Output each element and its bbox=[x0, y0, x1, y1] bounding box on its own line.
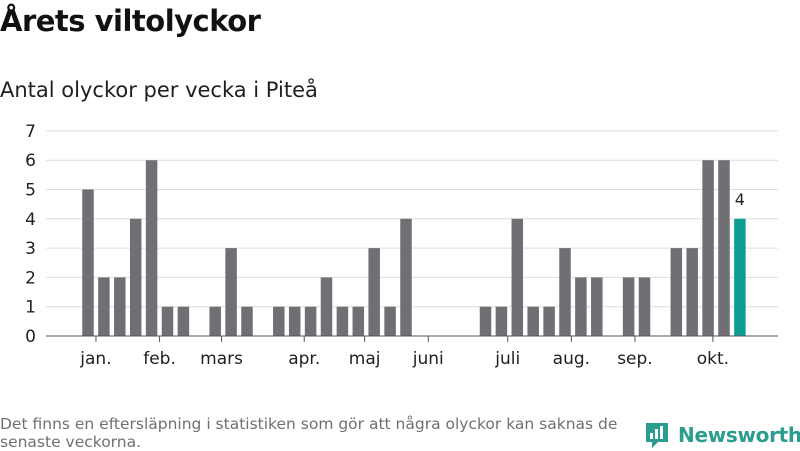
bar-highlight bbox=[734, 218, 746, 336]
bar bbox=[352, 306, 365, 336]
bar bbox=[98, 277, 110, 336]
bar bbox=[543, 306, 555, 336]
bar bbox=[400, 218, 412, 336]
x-tick-label: maj bbox=[349, 349, 381, 369]
bar bbox=[384, 306, 396, 336]
bar bbox=[209, 306, 221, 336]
bar bbox=[114, 277, 126, 336]
y-axis-ticks: 0 1 2 3 4 5 6 7 bbox=[25, 122, 36, 347]
y-tick-label: 0 bbox=[25, 327, 36, 347]
bar bbox=[129, 218, 142, 336]
brand-name: Newsworthy bbox=[678, 423, 800, 447]
bar bbox=[718, 160, 730, 336]
brand-logo[interactable]: Newsworthy bbox=[644, 420, 800, 450]
bar bbox=[82, 189, 94, 336]
x-tick-label: jan. bbox=[79, 349, 111, 369]
x-tick-label: juni bbox=[412, 349, 444, 369]
bar bbox=[225, 248, 237, 336]
bar bbox=[273, 306, 285, 336]
bar bbox=[177, 306, 190, 336]
y-tick-label: 7 bbox=[25, 122, 36, 142]
bar bbox=[511, 218, 524, 336]
y-tick-label: 5 bbox=[25, 181, 36, 201]
bar bbox=[479, 306, 492, 336]
bar bbox=[161, 306, 174, 336]
bar bbox=[241, 306, 253, 336]
y-tick-label: 1 bbox=[25, 298, 36, 318]
data-label-highlight: 4 bbox=[735, 190, 745, 209]
y-tick-label: 4 bbox=[25, 210, 36, 230]
y-tick-label: 2 bbox=[25, 268, 36, 288]
bar bbox=[320, 277, 333, 336]
bar bbox=[527, 306, 539, 336]
bar bbox=[288, 306, 301, 336]
bar bbox=[559, 248, 571, 336]
chart-title: Årets viltolyckor bbox=[0, 4, 261, 38]
x-tick-label: apr. bbox=[288, 349, 320, 369]
x-tick-label: aug. bbox=[553, 349, 590, 369]
bar bbox=[686, 248, 698, 336]
data-labels: 4 bbox=[735, 190, 745, 209]
x-tick-label: feb. bbox=[143, 349, 176, 369]
bar bbox=[336, 306, 349, 336]
bar bbox=[304, 306, 317, 336]
bar bbox=[368, 248, 380, 336]
x-tick-label: mars bbox=[200, 349, 243, 369]
x-tick-label: okt. bbox=[697, 349, 729, 369]
footnote: Det finns en eftersläpning i statistiken… bbox=[0, 415, 618, 451]
bar bbox=[702, 160, 714, 336]
bar bbox=[575, 277, 587, 336]
x-tick-label: sep. bbox=[617, 349, 653, 369]
bar-chart-logo-icon bbox=[646, 423, 668, 448]
bar bbox=[145, 160, 158, 336]
bar bbox=[670, 248, 683, 336]
bar-chart: 0 1 2 3 4 5 6 7 4 jan. feb. mars apr. maj juni juli au… bbox=[25, 122, 778, 369]
bar bbox=[591, 277, 603, 336]
bar bbox=[638, 277, 651, 336]
x-tick-label: juli bbox=[494, 349, 520, 369]
y-tick-label: 6 bbox=[25, 151, 36, 171]
chart-subtitle: Antal olyckor per vecka i Piteå bbox=[0, 78, 318, 102]
bar bbox=[622, 277, 635, 336]
bar bbox=[495, 306, 508, 336]
grid-lines bbox=[46, 130, 778, 308]
x-axis-ticks: jan. feb. mars apr. maj juni juli aug. sep. okt. bbox=[79, 336, 729, 369]
y-tick-label: 3 bbox=[25, 239, 36, 259]
bars bbox=[82, 160, 746, 336]
